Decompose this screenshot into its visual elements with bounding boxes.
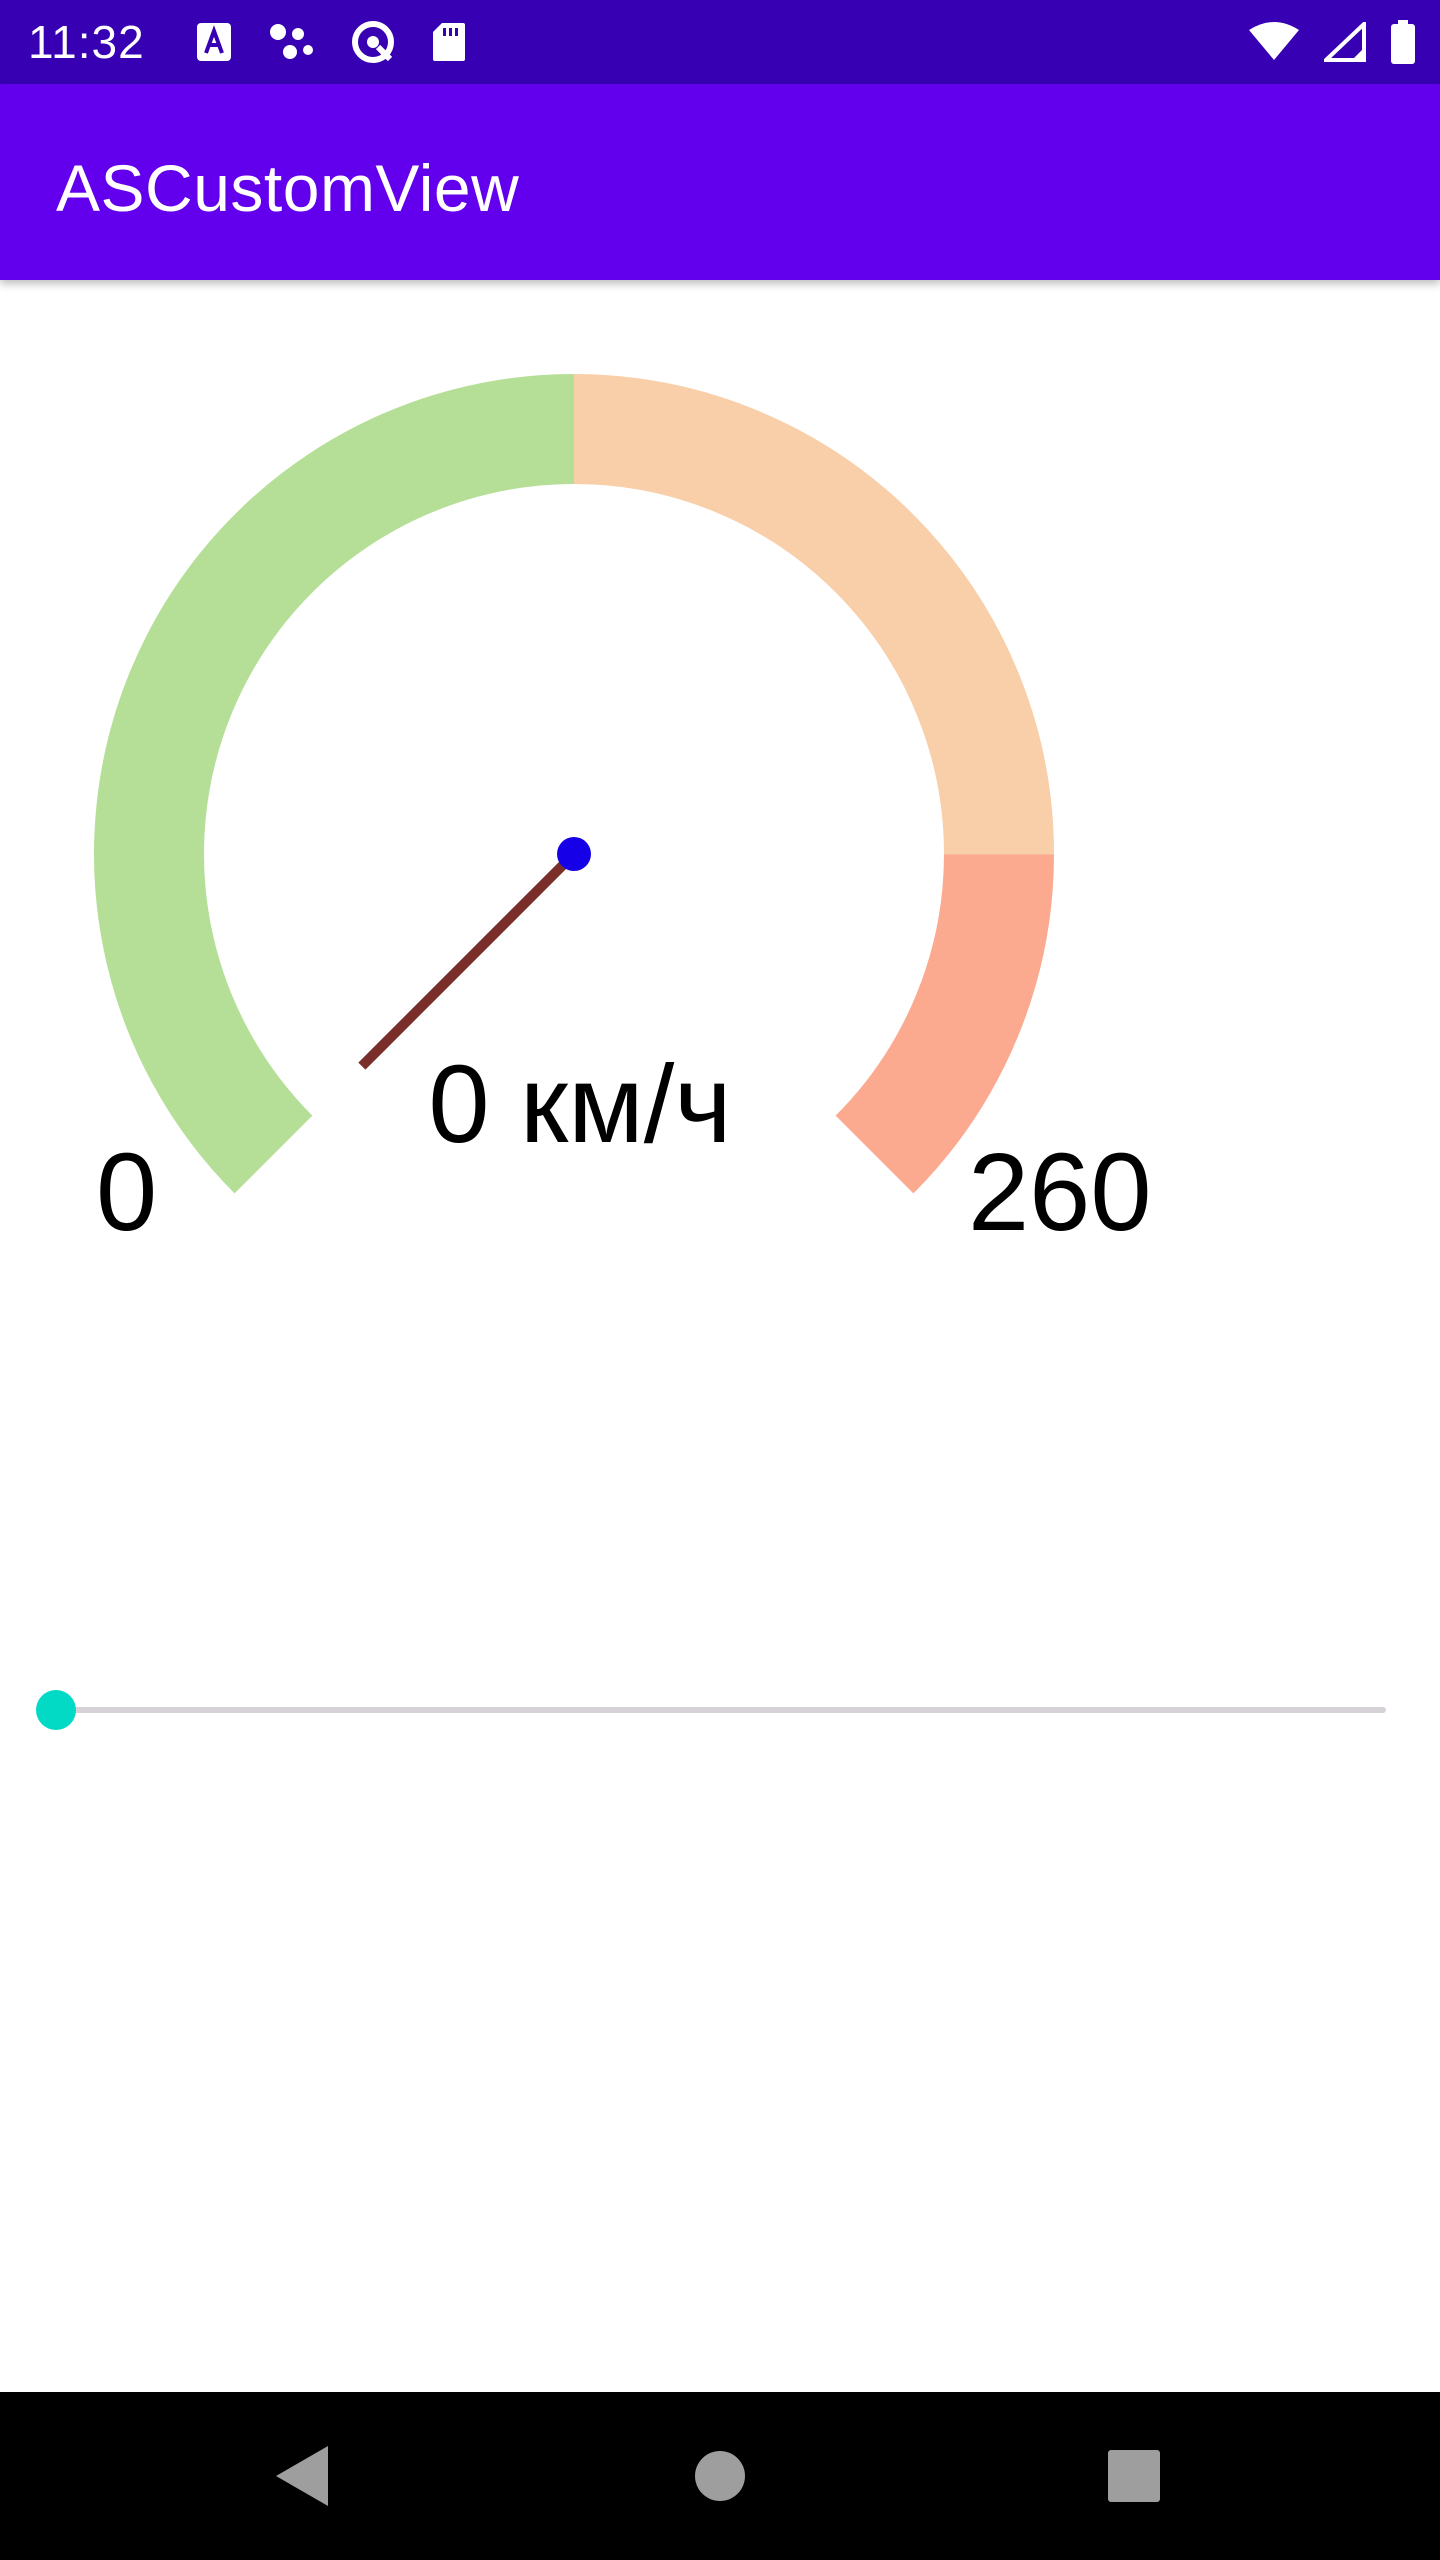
red-zone-arc [835, 853, 1054, 1194]
speed-slider[interactable] [24, 1680, 1390, 1740]
app-bar: ASCustomView [0, 84, 1440, 280]
status-time: 11:32 [28, 16, 145, 68]
wifi-icon [1248, 22, 1300, 62]
slider-thumb[interactable] [36, 1690, 76, 1730]
accessibility-icon [196, 22, 232, 62]
vpn-icon [350, 19, 396, 65]
gauge-min-label: 0 [96, 1131, 158, 1254]
assistant-icon [268, 22, 314, 62]
gauge-max-label: 260 [968, 1131, 1152, 1254]
gauge-graphic [94, 374, 1054, 1194]
gauge-needle [358, 850, 578, 1070]
needle-hub [557, 837, 591, 871]
battery-icon [1390, 20, 1416, 64]
speedometer-gauge [0, 280, 1440, 1380]
signal-icon [1324, 22, 1366, 62]
recents-icon[interactable] [1094, 2436, 1174, 2516]
speed-value-label: 0 км/ч [428, 1043, 732, 1166]
app-title: ASCustomView [56, 151, 520, 225]
home-icon[interactable] [680, 2436, 760, 2516]
status-bar: 11:32 [0, 0, 1440, 84]
system-icons [1248, 18, 1416, 66]
navigation-bar [0, 2392, 1440, 2560]
slider-track[interactable] [56, 1707, 1386, 1713]
sd-card-icon [432, 22, 466, 62]
green-zone-arc [94, 374, 575, 1194]
back-icon[interactable] [264, 2436, 344, 2516]
notification-icons [196, 18, 466, 66]
orange-zone-arc [573, 374, 1054, 855]
